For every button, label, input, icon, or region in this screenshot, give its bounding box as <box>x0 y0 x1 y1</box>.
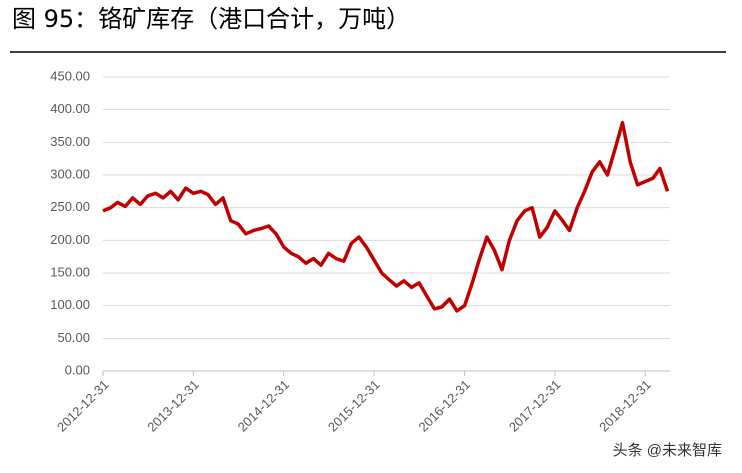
x-tick-label: 2012-12-31 <box>54 377 112 435</box>
x-tick-label: 2016-12-31 <box>416 377 474 435</box>
y-tick-label: 50.00 <box>57 330 90 345</box>
y-tick-label: 300.00 <box>50 166 90 181</box>
watermark: 头条 @未来智库 <box>613 441 722 459</box>
x-tick-label: 2017-12-31 <box>506 377 564 435</box>
y-tick-label: 0.00 <box>65 362 90 377</box>
y-tick-label: 200.00 <box>50 232 90 247</box>
y-tick-label: 400.00 <box>50 101 90 116</box>
y-tick-label: 150.00 <box>50 264 90 279</box>
data-line <box>102 120 670 313</box>
y-tick-label: 350.00 <box>50 134 90 149</box>
x-tick-label: 2013-12-31 <box>144 377 202 435</box>
x-tick-label: 2015-12-31 <box>325 377 383 435</box>
y-tick-label: 250.00 <box>50 199 90 214</box>
y-tick-label: 100.00 <box>50 297 90 312</box>
x-tick-label: 2014-12-31 <box>235 377 293 435</box>
x-tick-label: 2018-12-31 <box>596 377 654 435</box>
y-tick-label: 450.00 <box>50 68 90 83</box>
chart-title: 图 95：铬矿库存（港口合计，万吨） <box>12 5 410 33</box>
